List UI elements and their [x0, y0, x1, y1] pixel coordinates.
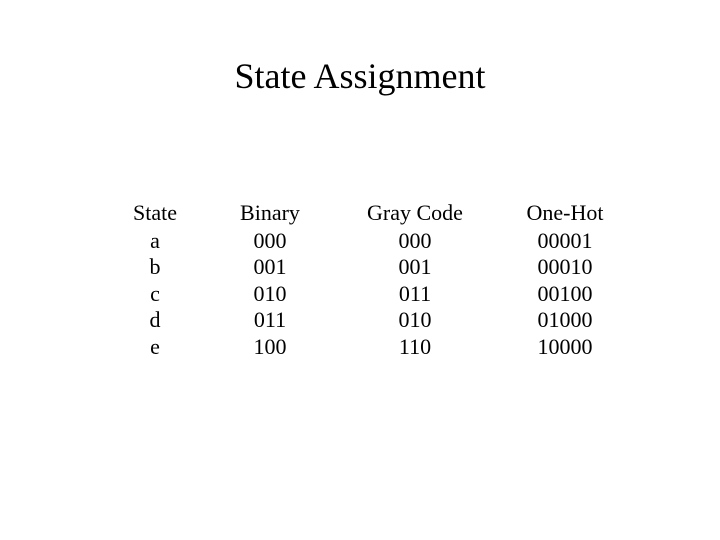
cell-onehot-b: 00010: [538, 254, 593, 280]
header-state: State: [133, 200, 177, 226]
cell-onehot-e: 10000: [538, 334, 593, 360]
column-binary: Binary 000 001 010 011 100: [225, 200, 315, 360]
cell-state-e: e: [150, 334, 160, 360]
column-graycode: Gray Code 000 001 011 010 110: [355, 200, 475, 360]
cell-binary-e: 100: [254, 334, 287, 360]
header-graycode: Gray Code: [367, 200, 463, 226]
cell-onehot-a: 00001: [538, 228, 593, 254]
cell-binary-b: 001: [254, 254, 287, 280]
cell-binary-c: 010: [254, 281, 287, 307]
page-title: State Assignment: [0, 0, 720, 97]
cell-graycode-b: 001: [399, 254, 432, 280]
cell-binary-a: 000: [254, 228, 287, 254]
cell-onehot-d: 01000: [538, 307, 593, 333]
cell-onehot-c: 00100: [538, 281, 593, 307]
header-binary: Binary: [240, 200, 300, 226]
cell-binary-d: 011: [254, 307, 286, 333]
cell-state-b: b: [150, 254, 161, 280]
cell-state-c: c: [150, 281, 160, 307]
column-onehot: One-Hot 00001 00010 00100 01000 10000: [515, 200, 615, 360]
state-assignment-table: State a b c d e Binary 000 001 010 011 1…: [125, 200, 615, 360]
cell-state-d: d: [150, 307, 161, 333]
cell-graycode-c: 011: [399, 281, 431, 307]
column-state: State a b c d e: [125, 200, 185, 360]
cell-graycode-a: 000: [399, 228, 432, 254]
cell-graycode-d: 010: [399, 307, 432, 333]
cell-graycode-e: 110: [399, 334, 431, 360]
cell-state-a: a: [150, 228, 160, 254]
header-onehot: One-Hot: [527, 200, 604, 226]
